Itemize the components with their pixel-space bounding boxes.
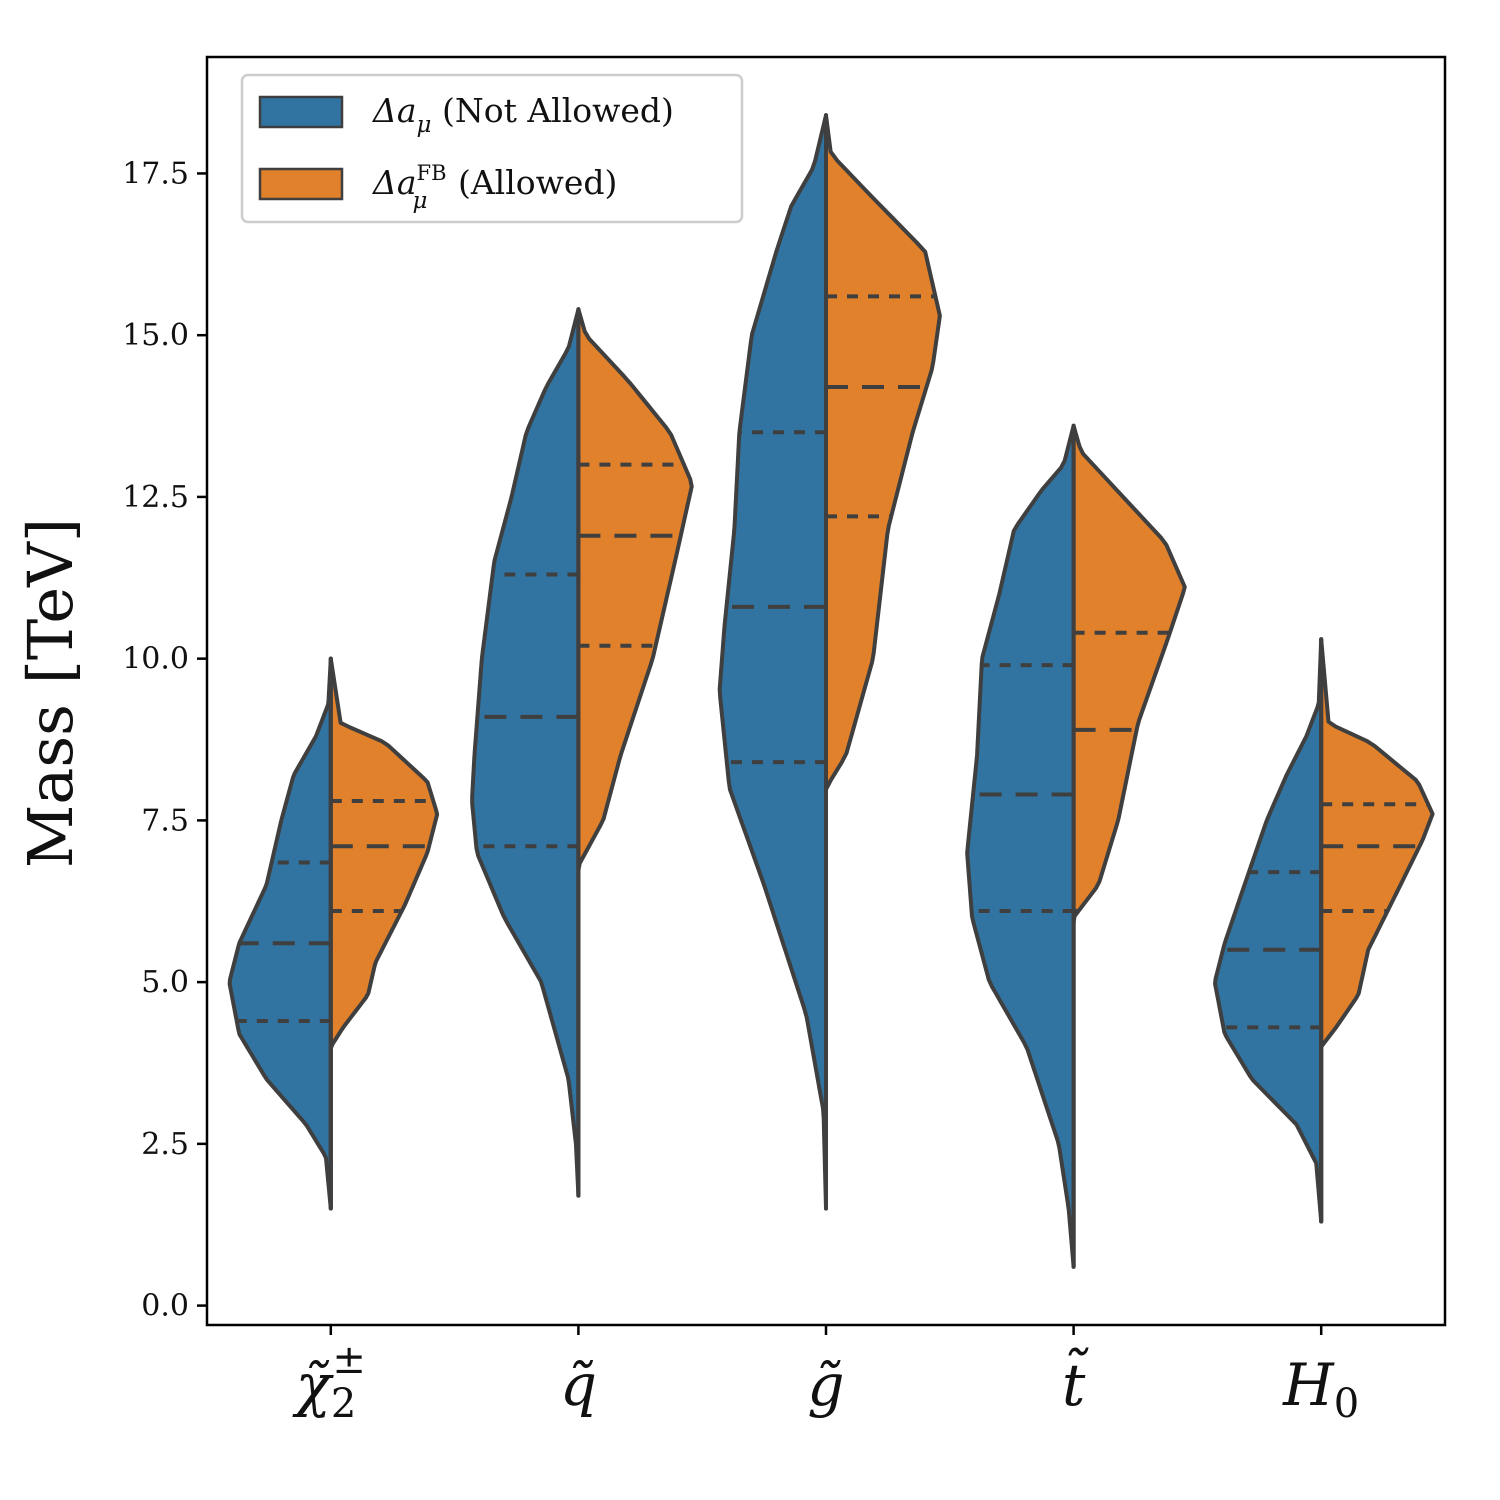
y-tick-label: 7.5 (141, 803, 189, 838)
legend: Δaμ (Not Allowed) ΔaFB μ (Allowed) (240, 73, 744, 224)
violin-layer (227, 113, 1435, 1269)
violin-q-left (470, 307, 581, 1198)
x-tick-label-g: g̃ (807, 1351, 844, 1419)
legend-entry-1: ΔaFB μ (Allowed) (258, 161, 617, 214)
legend-entry-0: Δaμ (Not Allowed) (258, 91, 674, 138)
violin-t-right (1071, 423, 1187, 1269)
violin-g-left (717, 113, 828, 1211)
y-tick-label: 5.0 (141, 965, 189, 1000)
x-tick-label-q: q̃ (560, 1351, 597, 1419)
violin-body-t-right (1071, 423, 1187, 1269)
y-tick-label: 2.5 (141, 1127, 189, 1162)
legend-swatch (258, 95, 344, 129)
violin-q-right (576, 307, 694, 1198)
legend-swatch (258, 167, 344, 201)
violin-body-t-left (965, 423, 1076, 1269)
violin-body-g-right (824, 113, 942, 1211)
violin-body-chi2-left (227, 656, 333, 1211)
x-tick-label-h0: H0 (1282, 1351, 1359, 1427)
y-axis: 0.0 2.5 5.0 7.5 10.0 12.5 15.0 17.5 (122, 156, 207, 1324)
violin-body-g-left (717, 113, 828, 1211)
legend-label: ΔaFB μ (Allowed) (371, 161, 617, 214)
violin-h0-left (1213, 637, 1324, 1224)
legend-box (240, 73, 744, 224)
y-tick-label: 10.0 (122, 642, 189, 677)
y-tick-label: 17.5 (122, 156, 189, 191)
legend-label: Δaμ (Not Allowed) (371, 91, 674, 138)
violin-g-right (824, 113, 942, 1211)
y-tick-label: 15.0 (122, 318, 189, 353)
violin-body-q-left (470, 307, 581, 1198)
violin-h0-right (1319, 637, 1435, 1224)
y-axis-label: Mass [TeV] (14, 518, 87, 868)
x-tick-label-chi2: χ̃2± (292, 1337, 366, 1427)
violin-chi2-left (227, 656, 333, 1211)
x-axis: χ̃2± q̃ g̃ t̃ H0 (292, 1325, 1359, 1427)
violin-t-left (965, 423, 1076, 1269)
violin-body-h0-right (1319, 637, 1435, 1224)
violin-body-q-right (576, 307, 694, 1198)
y-tick-label: 12.5 (122, 480, 189, 515)
y-tick-label: 0.0 (141, 1289, 189, 1324)
violin-body-h0-left (1213, 637, 1324, 1224)
x-tick-label-t: t̃ (1062, 1347, 1089, 1419)
violin-chi2-right (328, 656, 440, 1211)
violin-body-chi2-right (328, 656, 440, 1211)
